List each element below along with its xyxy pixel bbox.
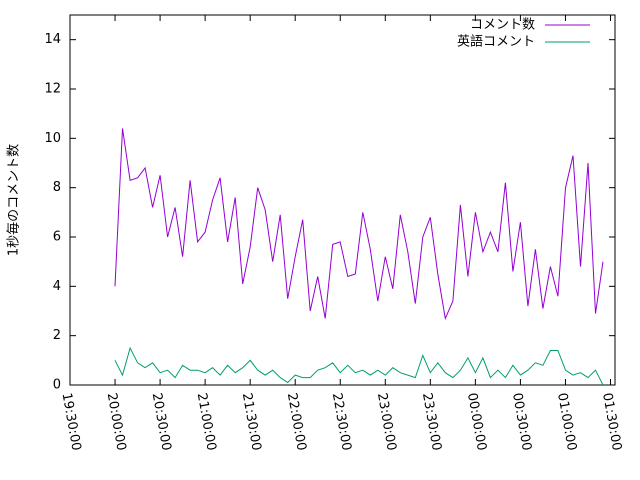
legend-label: 英語コメント bbox=[457, 34, 535, 50]
x-tick-label: 20:00:00 bbox=[104, 392, 129, 452]
y-tick-label: 6 bbox=[53, 230, 61, 245]
plot-border bbox=[69, 14, 616, 386]
x-tick-label: 22:30:00 bbox=[329, 392, 354, 452]
y-axis-label: 1秒毎のコメント数 bbox=[6, 144, 22, 256]
y-tick-label: 2 bbox=[53, 328, 61, 343]
x-tick-label: 22:00:00 bbox=[284, 392, 309, 452]
x-tick-label: 23:30:00 bbox=[419, 392, 444, 452]
y-tick-label: 0 bbox=[53, 378, 61, 393]
x-tick-label: 00:00:00 bbox=[464, 392, 489, 452]
y-tick-label: 10 bbox=[44, 131, 61, 146]
x-tick-label: 21:30:00 bbox=[239, 392, 264, 452]
x-tick-label: 21:00:00 bbox=[194, 392, 219, 452]
x-tick-label: 01:00:00 bbox=[554, 392, 579, 452]
series-line bbox=[114, 128, 604, 321]
y-tick-label: 8 bbox=[53, 180, 61, 195]
x-tick-label: 20:30:00 bbox=[149, 392, 174, 452]
y-tick-label: 12 bbox=[44, 82, 61, 97]
y-tick-label: 4 bbox=[53, 279, 61, 294]
legend-label: コメント数 bbox=[470, 18, 535, 33]
x-tick-label: 23:00:00 bbox=[374, 392, 399, 452]
x-tick-label: 00:30:00 bbox=[509, 392, 534, 452]
y-tick-label: 14 bbox=[44, 32, 61, 47]
series-line bbox=[114, 346, 604, 386]
x-tick-label: 19:30:00 bbox=[59, 392, 84, 452]
x-tick-label: 01:30:00 bbox=[599, 392, 624, 452]
